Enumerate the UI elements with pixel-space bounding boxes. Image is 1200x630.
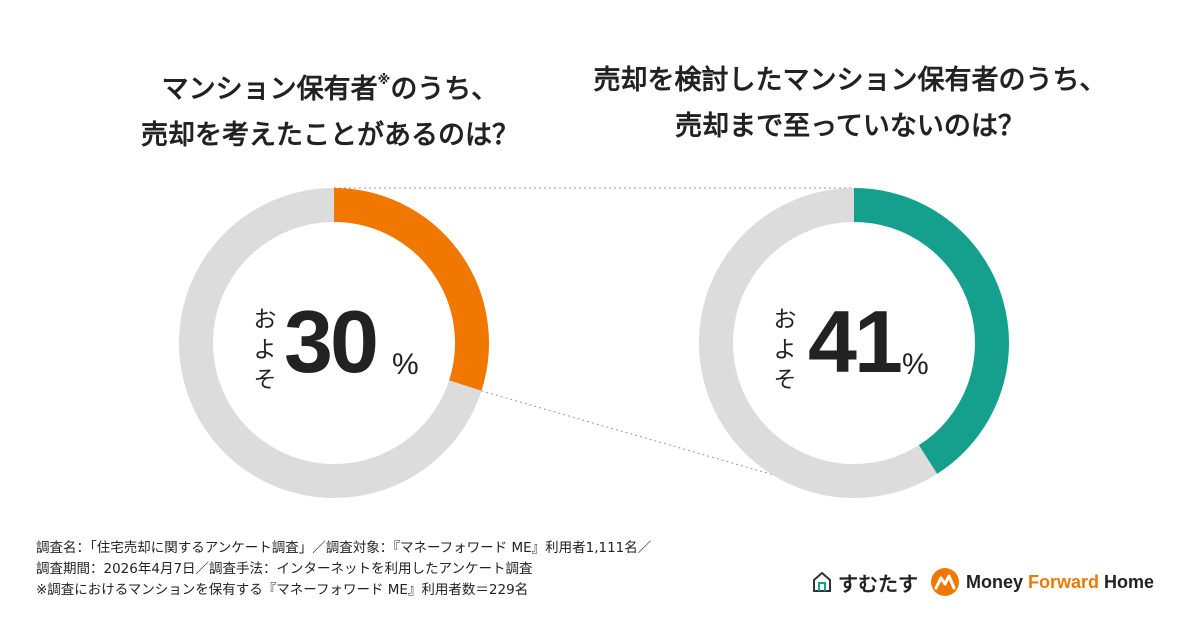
approx-char-yo: よ <box>253 337 277 363</box>
left-value: 30 <box>284 292 379 391</box>
money-forward-logo-text: Money Forward Home <box>966 572 1154 593</box>
footnote-line3: ※調査におけるマンションを保有する『マネーフォワード ME』利用者数＝229名 <box>36 582 529 598</box>
left-title-line1-tail: のうち、 <box>390 74 499 105</box>
right-donut-slice-highlight <box>853 188 1009 474</box>
left-donut-slice-rest <box>179 188 482 498</box>
right-title-line1: 売却を検討したマンション保有者のうち、 <box>593 65 1107 96</box>
right-value: 41 <box>808 292 903 391</box>
mf-text-home: Home <box>1099 571 1155 592</box>
left-chart-title: マンション保有者※のうち、 売却を考えたことがあるのは？ <box>40 58 620 159</box>
left-title-line2: 売却を考えたことがあるのは？ <box>141 120 519 151</box>
money-forward-home-logo: Money Forward Home <box>930 566 1154 598</box>
money-forward-icon <box>931 568 959 596</box>
sumutasu-house-icon <box>813 571 831 592</box>
approx-char-so: そ <box>773 367 797 393</box>
footnote-line2: 調査期間：2026年4月7日／調査手法：インターネットを利用したアンケート調査 <box>36 561 533 577</box>
right-approx-label: お よ そ <box>772 305 798 395</box>
left-percent-sign: % <box>392 348 419 381</box>
approx-char-yo: よ <box>773 337 797 363</box>
approx-char-so: そ <box>253 367 277 393</box>
right-title-line2: 売却まで至っていないのは？ <box>675 111 1025 142</box>
sumutasu-logo: すむたす <box>812 568 918 596</box>
left-title-footnote-mark: ※ <box>377 73 391 88</box>
approx-char-o: お <box>773 307 797 333</box>
right-percent-sign: % <box>902 348 929 381</box>
sumutasu-logo-text: すむたす <box>838 571 918 596</box>
right-donut-slice-rest <box>699 188 938 498</box>
approx-char-o: お <box>253 307 277 333</box>
mf-text-money: Money <box>966 571 1029 592</box>
left-title-line1: マンション保有者 <box>161 74 378 105</box>
footnote-line1: 調査名：「住宅売却に関するアンケート調査」／調査対象：『マネーフォワード ME』… <box>36 540 652 556</box>
survey-footnote: 調査名：「住宅売却に関するアンケート調査」／調査対象：『マネーフォワード ME』… <box>36 538 651 601</box>
left-donut-slice-highlight <box>333 188 489 391</box>
right-chart-title: 売却を検討したマンション保有者のうち、 売却まで至っていないのは？ <box>560 58 1140 150</box>
left-approx-label: お よ そ <box>252 305 278 395</box>
mf-text-forward: Forward <box>1028 571 1100 592</box>
